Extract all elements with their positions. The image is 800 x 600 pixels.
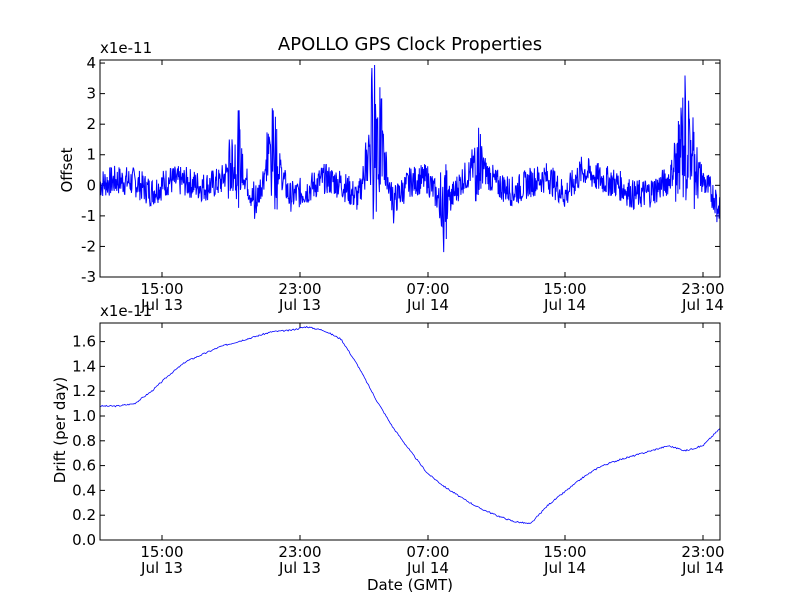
drift-y-tick-label: 0.2 [72, 506, 96, 524]
drift-x-tick-time: 07:00 [406, 543, 449, 561]
offset-x-tick-date: Jul 14 [543, 296, 586, 314]
offset-x-tick-time: 07:00 [406, 280, 449, 298]
drift-panel: x1e-11 Drift (per day) Date (GMT) 0.0 0.2… [51, 302, 725, 594]
drift-x-axis-label: Date (GMT) [367, 576, 453, 594]
drift-x-tick-time: 15:00 [543, 543, 586, 561]
offset-y-tick-label: 1 [86, 146, 96, 164]
offset-y-tick-label: -1 [81, 207, 96, 225]
drift-series-line [99, 325, 721, 524]
offset-x-tick-date: Jul 13 [140, 296, 183, 314]
drift-x-tick-time: 23:00 [278, 543, 321, 561]
offset-y-tick-label: 2 [86, 115, 96, 133]
drift-x-tick-date: Jul 14 [543, 559, 586, 577]
offset-y-tick-label: 0 [86, 176, 96, 194]
drift-x-tick-date: Jul 14 [406, 559, 449, 577]
offset-y-tick-label: 4 [86, 54, 96, 72]
offset-x-tick-time: 15:00 [140, 280, 183, 298]
drift-y-tick-label: 1.2 [72, 382, 96, 400]
offset-x-tick-time: 23:00 [681, 280, 724, 298]
chart-title: APOLLO GPS Clock Properties [278, 34, 542, 55]
offset-x-tick-date: Jul 13 [278, 296, 321, 314]
drift-x-tick-time: 15:00 [140, 543, 183, 561]
offset-plot-frame [99, 59, 721, 278]
drift-y-multiplier: x1e-11 [100, 302, 152, 320]
drift-y-tick-label: 0.6 [72, 457, 96, 475]
drift-y-tick-label: 1.6 [72, 333, 96, 351]
offset-y-tick-label: -3 [81, 268, 96, 286]
drift-plot-frame [99, 322, 721, 541]
drift-y-axis-label: Drift (per day) [51, 377, 69, 484]
drift-x-tick-date: Jul 14 [681, 559, 724, 577]
drift-y-tick-label: 0.0 [72, 531, 96, 549]
offset-x-tick-date: Jul 14 [406, 296, 449, 314]
drift-y-ticks: 0.0 0.2 0.4 0.6 0.8 1.0 1.2 1.4 1.6 [72, 333, 720, 549]
offset-y-tick-label: -2 [81, 237, 96, 255]
offset-x-tick-time: 23:00 [278, 280, 321, 298]
offset-x-tick-date: Jul 14 [681, 296, 724, 314]
offset-y-axis-label: Offset [58, 147, 76, 192]
drift-y-tick-label: 0.8 [72, 432, 96, 450]
drift-x-tick-date: Jul 13 [278, 559, 321, 577]
offset-y-tick-label: 3 [86, 85, 96, 103]
drift-x-tick-time: 23:00 [681, 543, 724, 561]
offset-y-ticks: -3 -2 -1 0 1 2 3 4 [81, 54, 720, 286]
drift-y-tick-label: 0.4 [72, 481, 96, 499]
drift-y-tick-label: 1.4 [72, 357, 96, 375]
drift-y-tick-label: 1.0 [72, 407, 96, 425]
drift-x-tick-date: Jul 13 [140, 559, 183, 577]
offset-y-multiplier: x1e-11 [100, 39, 152, 57]
offset-series-line [99, 64, 721, 253]
offset-x-tick-time: 15:00 [543, 280, 586, 298]
